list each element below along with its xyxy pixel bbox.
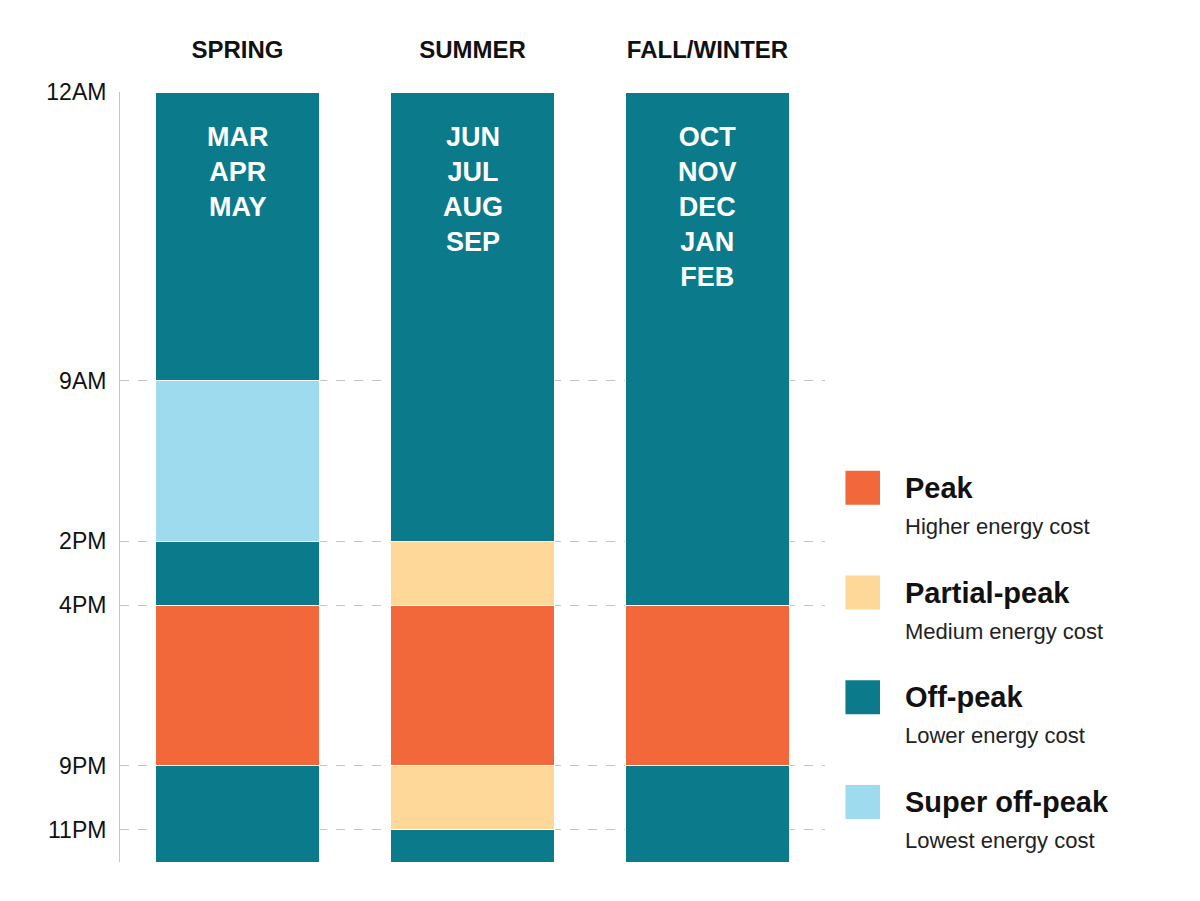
svg-text:SUMMER: SUMMER: [419, 36, 526, 63]
svg-text:9AM: 9AM: [59, 368, 106, 394]
svg-text:Higher energy cost: Higher energy cost: [905, 514, 1090, 539]
svg-text:SPRING: SPRING: [191, 36, 283, 63]
svg-text:Medium energy cost: Medium energy cost: [905, 619, 1103, 644]
svg-text:2PM: 2PM: [59, 528, 106, 554]
svg-text:Partial-peak: Partial-peak: [905, 577, 1070, 609]
svg-text:4PM: 4PM: [59, 592, 106, 618]
svg-text:MARAPRMAY: MARAPRMAY: [207, 122, 269, 222]
svg-text:11PM: 11PM: [48, 817, 106, 843]
svg-text:9PM: 9PM: [59, 753, 106, 779]
svg-text:JUNJULAUGSEP: JUNJULAUGSEP: [443, 122, 503, 257]
svg-text:Lower energy cost: Lower energy cost: [905, 723, 1085, 748]
svg-text:Off-peak: Off-peak: [905, 681, 1024, 713]
svg-text:Peak: Peak: [905, 472, 974, 504]
svg-text:Lowest energy cost: Lowest energy cost: [905, 828, 1095, 853]
svg-text:FALL/WINTER: FALL/WINTER: [627, 36, 788, 63]
svg-text:12AM: 12AM: [46, 79, 106, 105]
svg-text:OCTNOVDECJANFEB: OCTNOVDECJANFEB: [678, 122, 737, 292]
svg-text:Super off-peak: Super off-peak: [905, 786, 1109, 818]
